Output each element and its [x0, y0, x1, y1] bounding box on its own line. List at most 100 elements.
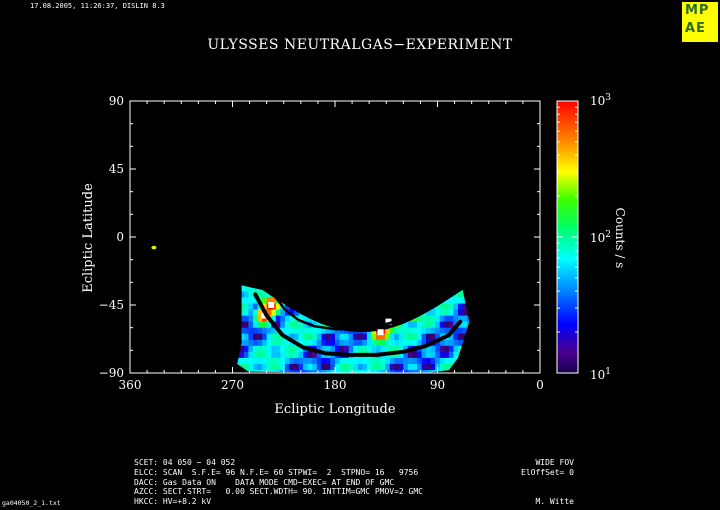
heatmap-cell: [253, 297, 259, 304]
heatmap-cell: [366, 363, 373, 371]
map-layer: [151, 245, 477, 373]
heatmap-cell: [389, 345, 395, 353]
heatmap-cell: [330, 321, 336, 329]
heatmap-cell: [335, 357, 341, 365]
heatmap-cell: [321, 327, 327, 335]
heatmap-cell: [426, 285, 432, 286]
heatmap-cell: [271, 345, 277, 353]
heatmap-cell: [467, 303, 470, 311]
heatmap-cell: [257, 285, 263, 292]
heatmap-cell: [389, 370, 395, 373]
heatmap-cell: [325, 370, 332, 373]
heatmap-cell: [253, 363, 259, 371]
heatmap-cell: [394, 285, 400, 286]
heatmap-cell: [321, 321, 327, 329]
heatmap-cell: [289, 339, 295, 347]
heatmap-cell: [257, 315, 263, 323]
heatmap-cell: [339, 345, 345, 353]
heatmap-cell: [243, 309, 250, 317]
heatmap-cell: [262, 315, 268, 323]
heatmap-cell: [289, 315, 295, 323]
heatmap-cell: [237, 339, 240, 347]
heatmap-cell: [435, 339, 441, 347]
heatmap-cell: [262, 303, 268, 311]
heatmap-cell: [344, 339, 350, 347]
heatmap-cell: [275, 370, 281, 373]
heatmap-cell: [453, 285, 459, 286]
colorbar-ticks: [556, 100, 579, 374]
logo-line1: MP: [685, 3, 710, 18]
heatmap-cell: [248, 357, 254, 365]
heatmap-cell: [385, 333, 391, 341]
heatmap-cell: [380, 285, 386, 286]
heatmap-cell: [237, 321, 240, 329]
heatmap-cell: [294, 333, 300, 341]
heatmap-cell: [335, 339, 341, 347]
heatmap-cell: [439, 363, 445, 371]
heatmap-cell: [366, 303, 373, 311]
heatmap-cell: [339, 315, 345, 323]
heatmap-cell: [353, 357, 359, 365]
heatmap-cell: [237, 291, 240, 298]
heatmap-cell: [321, 363, 327, 371]
heatmap-cell: [472, 316, 477, 323]
heatmap-cell: [435, 309, 441, 317]
heatmap-cell: [421, 339, 427, 347]
heatmap-cell: [243, 345, 250, 353]
heatmap-cell: [357, 285, 363, 292]
heatmap-cell: [394, 303, 400, 311]
info-wide-fov: WIDE FOV: [535, 458, 574, 467]
heatmap-cell: [289, 309, 295, 317]
heatmap-cell: [458, 363, 464, 371]
heatmap-cell: [257, 291, 263, 298]
heatmap-cell: [417, 327, 423, 335]
heatmap-cell: [248, 291, 254, 298]
heatmap-cell: [307, 285, 313, 286]
heatmap-cell: [239, 309, 245, 317]
heatmap-cell: [380, 297, 386, 304]
heatmap-cell: [298, 327, 304, 335]
heatmap-cell: [339, 370, 345, 373]
plot-frame: 360 270 180 90 0 90 45 0 −45 −90: [99, 94, 544, 392]
heatmap-cell: [467, 333, 470, 341]
heatmap-cell: [385, 327, 391, 335]
info-azcc: AZCC: SECT.STRT= 0.00 SECT.WDTH= 90. INT…: [134, 487, 423, 497]
heatmap-cell: [430, 333, 436, 341]
heatmap-cell: [357, 363, 363, 371]
heatmap-cell: [243, 315, 250, 323]
heatmap-cell: [380, 285, 386, 292]
scan-track-line: [269, 290, 437, 331]
heatmap-cell: [253, 315, 259, 323]
heatmap-cell: [316, 285, 322, 292]
heatmap-cell: [284, 345, 291, 353]
heatmap-cell: [407, 327, 414, 335]
heatmap-cell: [403, 303, 409, 311]
heatmap-cell: [453, 297, 459, 304]
heatmap-cell: [380, 309, 386, 317]
heatmap-cell: [339, 285, 345, 292]
heatmap-cell: [426, 315, 432, 323]
heatmap-cell: [458, 321, 464, 329]
heatmap-cell: [243, 303, 250, 311]
heatmap-cell: [266, 321, 272, 329]
heatmap-cell: [280, 363, 286, 371]
heatmap-cell: [303, 309, 309, 317]
heatmap-cell: [398, 297, 404, 304]
heatmap-cell: [366, 333, 373, 341]
heatmap-cell: [385, 285, 391, 292]
heatmap-cell: [430, 285, 436, 292]
heatmap-cell: [344, 297, 350, 304]
heatmap-cell: [248, 333, 254, 341]
heatmap-cell: [303, 363, 309, 371]
heatmap-cell: [389, 327, 395, 335]
heatmap-cell: [325, 291, 332, 298]
heatmap-cell: [439, 315, 445, 323]
heatmap-cell: [316, 315, 322, 323]
heatmap-cell: [426, 291, 432, 298]
heatmap-cell: [303, 291, 309, 298]
heatmap-cell: [262, 291, 268, 298]
heatmap-cell: [458, 351, 464, 359]
heatmap-cell: [348, 291, 354, 298]
heatmap-cell: [316, 339, 322, 347]
heatmap-cell: [289, 357, 295, 365]
